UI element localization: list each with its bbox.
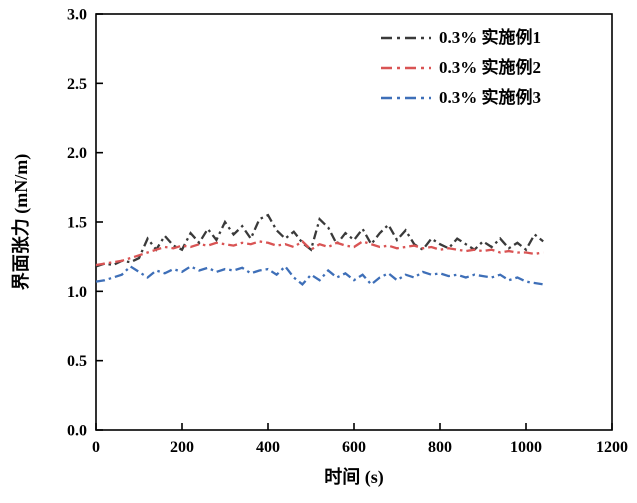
y-tick-label: 0.5 [67,353,87,370]
y-axis: 0.0 0.5 1.0 1.5 2.0 2.5 3.0 [67,7,103,440]
legend-item: 0.3% 实施例2 [381,57,541,77]
x-axis-title: 时间 (s) [324,467,384,488]
y-tick-label: 2.5 [67,76,87,93]
series-line-1 [95,239,544,267]
x-tick-label: 800 [428,439,452,456]
legend-item: 0.3% 实施例3 [381,87,541,107]
x-tick-label: 200 [170,439,194,456]
x-tick-label: 400 [256,439,280,456]
legend-label: 0.3% 实施例2 [439,57,541,77]
x-tick-label: 1000 [510,439,542,456]
legend-item: 0.3% 实施例1 [381,27,541,47]
x-tick-label: 1200 [596,439,628,456]
y-tick-label: 0.0 [67,423,87,440]
y-tick-label: 1.5 [67,215,87,232]
y-tick-label: 1.0 [67,284,87,301]
x-tick-label: 600 [342,439,366,456]
x-tick-label: 0 [92,439,100,456]
x-axis: 0 200 400 600 800 1000 1200 [92,423,628,456]
legend-label: 0.3% 实施例3 [439,87,541,107]
y-tick-label: 3.0 [67,7,87,24]
legend: 0.3% 实施例1 0.3% 实施例2 0.3% 实施例3 [381,27,541,107]
data-series [95,213,544,286]
y-tick-label: 2.0 [67,145,87,162]
legend-label: 0.3% 实施例1 [439,27,541,47]
series-line-2 [95,264,544,286]
y-axis-title: 界面张力 (mN/m) [11,154,32,290]
series-line-0 [95,213,544,268]
